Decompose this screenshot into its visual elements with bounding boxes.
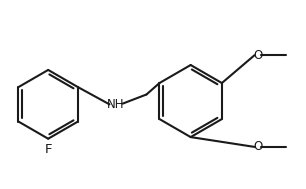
Text: F: F (44, 143, 52, 156)
Text: NH: NH (106, 98, 124, 111)
Text: O: O (253, 49, 263, 62)
Text: O: O (253, 140, 263, 153)
